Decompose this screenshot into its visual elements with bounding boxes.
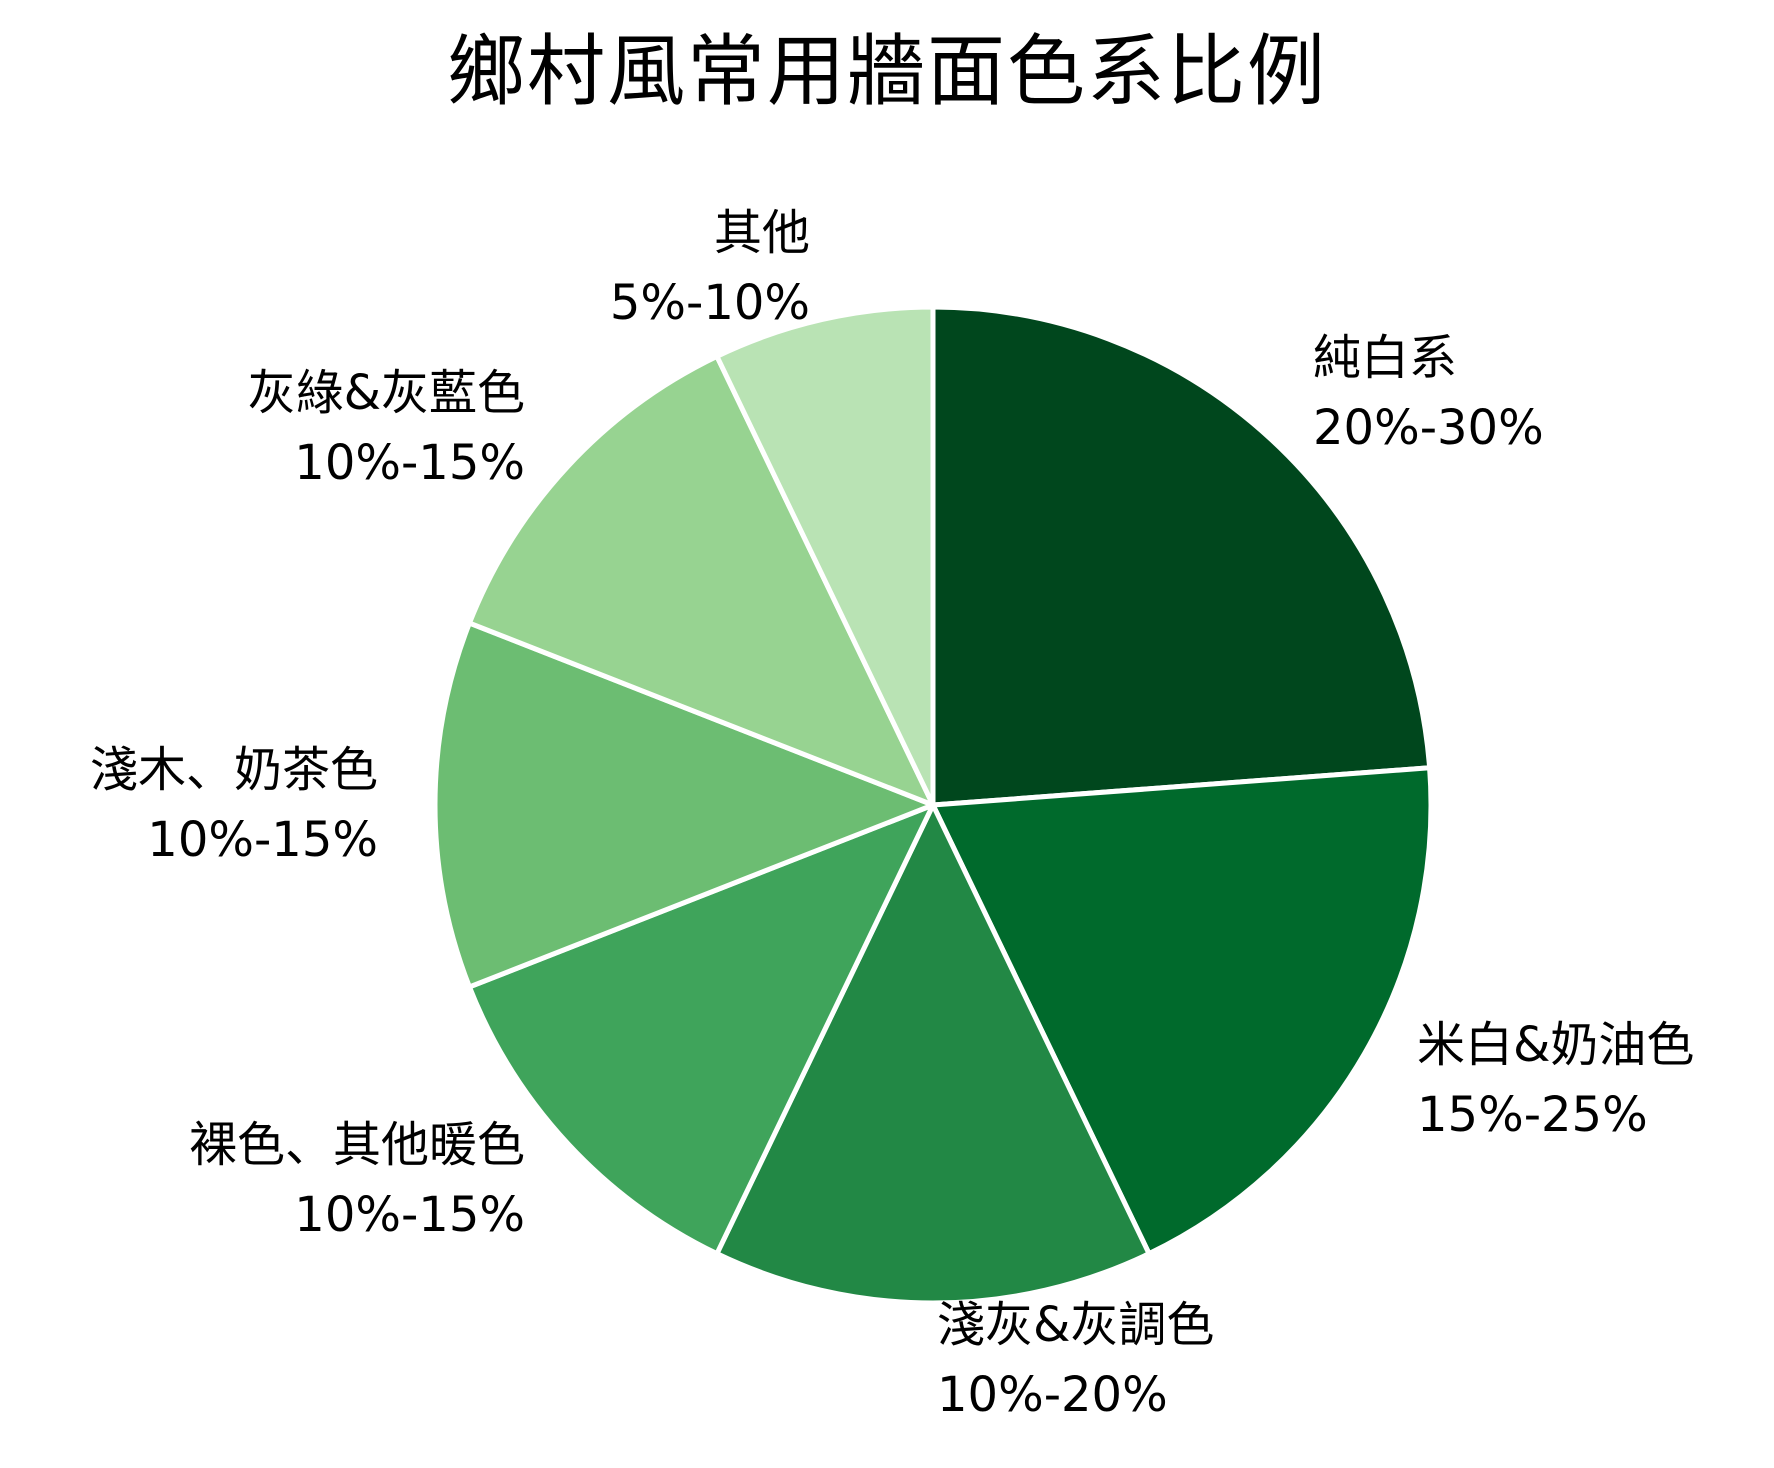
label-range: 5%-10% — [609, 275, 810, 331]
label-range: 10%-15% — [147, 812, 378, 868]
pie-slice — [466, 802, 936, 1257]
label-name: 其他 — [713, 205, 810, 261]
pie-slice — [714, 802, 1152, 1306]
label-light-gray: 淺灰&灰調色 10%-20% — [937, 1290, 1214, 1430]
label-name: 淺灰&灰調色 — [937, 1297, 1215, 1353]
label-gray-green-blue: 灰綠&灰藍色 10%-15% — [248, 358, 525, 498]
label-range: 10%-20% — [937, 1367, 1168, 1423]
label-nude-warm: 裸色、其他暖色 10%-15% — [189, 1110, 525, 1250]
label-range: 10%-15% — [294, 435, 525, 491]
label-range: 15%-25% — [1417, 1087, 1648, 1143]
label-pure-white: 純白系 20%-30% — [1313, 323, 1544, 463]
label-other: 其他 5%-10% — [610, 198, 810, 338]
pie-slice — [714, 304, 936, 808]
pie-slice — [930, 304, 1433, 808]
label-name: 淺木、奶茶色 — [89, 742, 378, 798]
pie-slice — [466, 353, 936, 808]
label-name: 裸色、其他暖色 — [188, 1117, 525, 1173]
label-range: 10%-15% — [294, 1187, 525, 1243]
label-cream: 米白&奶油色 15%-25% — [1417, 1010, 1694, 1150]
pie-slice — [432, 620, 936, 990]
pie-slice — [930, 765, 1434, 1257]
label-light-wood: 淺木、奶茶色 10%-15% — [90, 735, 378, 875]
label-name: 米白&奶油色 — [1417, 1017, 1695, 1073]
label-name: 純白系 — [1313, 330, 1458, 386]
label-name: 灰綠&灰藍色 — [247, 365, 525, 421]
label-range: 20%-30% — [1313, 400, 1544, 456]
chart-title: 鄉村風常用牆面色系比例 — [446, 27, 1327, 117]
